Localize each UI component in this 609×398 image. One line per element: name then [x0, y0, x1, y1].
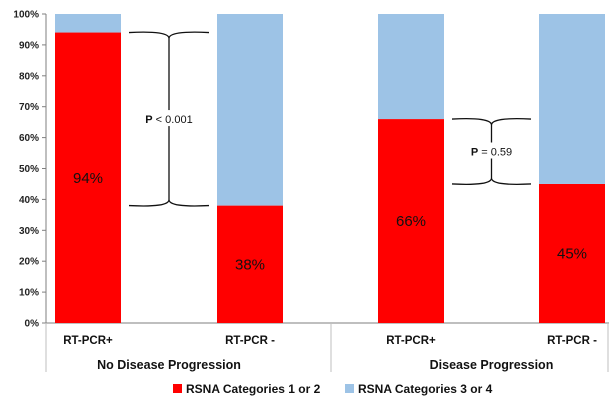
bar-segment	[55, 32, 121, 323]
p-value-prefix: P	[145, 114, 152, 126]
x-category-label: RT-PCR -	[225, 335, 275, 347]
bar-segment	[217, 14, 283, 206]
data-label: 94%	[73, 170, 103, 187]
bar-segment	[55, 14, 121, 33]
bar-segment	[217, 205, 283, 323]
x-category-label: RT-PCR -	[547, 335, 597, 347]
bar-segment	[539, 14, 605, 184]
y-tick-label: 30%	[19, 226, 39, 237]
bar-segment	[539, 183, 605, 323]
p-value-background	[145, 110, 193, 127]
y-tick-label: 20%	[19, 257, 39, 268]
y-tick-label: 70%	[19, 102, 39, 113]
y-tick-label: 40%	[19, 195, 39, 206]
p-value-text: < 0.001	[153, 114, 193, 126]
data-label: 45%	[557, 245, 587, 262]
y-tick-label: 50%	[19, 164, 39, 175]
legend-label: RSNA Categories 1 or 2	[186, 382, 321, 396]
bar-segment	[378, 119, 444, 323]
y-tick-label: 60%	[19, 133, 39, 144]
x-category-label: RT-PCR+	[63, 335, 113, 347]
legend-label: RSNA Categories 3 or 4	[358, 382, 493, 396]
data-label: 38%	[235, 256, 265, 273]
y-tick-label: 10%	[19, 288, 39, 299]
p-value-label: P = 0.59	[471, 147, 512, 159]
data-label: 66%	[396, 213, 426, 230]
p-value-text: = 0.59	[478, 147, 512, 159]
p-value-prefix: P	[471, 147, 478, 159]
p-value-label: P < 0.001	[145, 114, 192, 126]
group-label: Disease Progression	[430, 358, 554, 372]
legend-swatch	[345, 384, 354, 393]
bar-segment	[378, 14, 444, 120]
y-tick-label: 90%	[19, 40, 39, 51]
x-category-label: RT-PCR+	[386, 335, 436, 347]
p-value-background	[467, 142, 516, 159]
y-tick-label: 100%	[13, 10, 39, 21]
y-tick-label: 0%	[25, 319, 40, 330]
y-tick-label: 80%	[19, 71, 39, 82]
group-label: No Disease Progression	[97, 358, 241, 372]
legend-swatch	[173, 384, 182, 393]
